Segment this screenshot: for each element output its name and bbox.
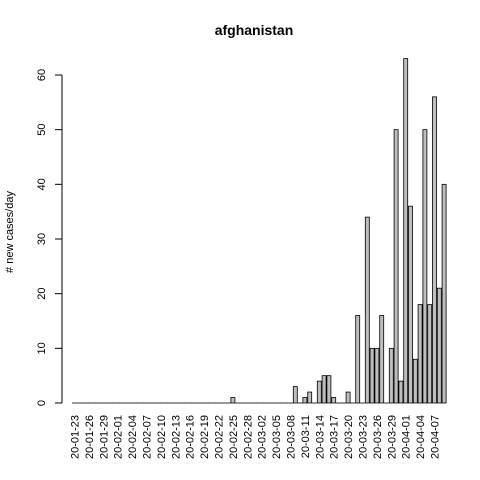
bars [72, 58, 447, 404]
bar-20-03-17 [331, 397, 337, 404]
x-tick-label: 20-02-25 [228, 415, 240, 459]
bar-20-03-22 [355, 315, 361, 404]
y-tick-label: 20 [36, 288, 48, 300]
x-tick-label: 20-01-26 [84, 415, 96, 459]
x-tick-label: 20-03-05 [271, 415, 283, 459]
bar-20-03-12 [307, 391, 313, 404]
bar-20-04-06 [427, 304, 433, 404]
x-tick-label: 20-02-16 [185, 415, 197, 459]
y-tick-label: 40 [36, 178, 48, 190]
y-tick-label: 0 [36, 400, 48, 406]
x-tick-label: 20-04-07 [430, 415, 442, 459]
x-tick-label: 20-02-28 [242, 415, 254, 459]
bar-20-04-01 [403, 58, 409, 404]
x-tick-label: 20-02-13 [170, 415, 182, 459]
x-tick-label: 20-02-07 [142, 415, 154, 459]
x-tick-label: 20-03-29 [386, 415, 398, 459]
bar-20-03-27 [379, 315, 385, 404]
x-tick-label: 20-02-10 [156, 415, 168, 459]
x-tick-label: 20-01-29 [98, 415, 110, 459]
x-tick-label: 20-03-20 [343, 415, 355, 459]
x-tick-label: 20-03-14 [314, 415, 326, 459]
x-tick-label: 20-04-04 [415, 415, 427, 459]
bar-20-03-09 [292, 386, 298, 404]
bar-20-04-05 [422, 129, 428, 404]
y-axis-label: # new cases/day [4, 191, 16, 273]
x-axis-tick-labels: 20-01-23 20-01-26 20-01-29 20-02-01 20-02-04… [70, 415, 442, 459]
x-tick-label: 20-03-11 [300, 415, 312, 458]
bar-20-03-26 [374, 347, 380, 404]
x-tick-label: 20-02-19 [199, 415, 211, 459]
bar-20-04-09 [441, 183, 447, 404]
x-tick-label: 20-02-01 [113, 415, 125, 459]
bar-20-04-08 [436, 287, 442, 404]
x-tick-label: 20-02-04 [127, 415, 139, 459]
y-tick-label: 50 [36, 124, 48, 136]
bar-20-03-20 [345, 391, 351, 404]
bar-20-02-25 [230, 397, 236, 404]
bar-20-03-29 [388, 347, 394, 404]
x-tick-label: 20-02-22 [214, 415, 226, 459]
x-tick-label: 20-03-23 [358, 415, 370, 459]
y-tick-label: 10 [36, 342, 48, 354]
bar-20-04-07 [432, 96, 437, 404]
bar-20-03-16 [326, 375, 332, 404]
x-tick-label: 20-01-23 [70, 415, 82, 459]
bar-20-03-31 [398, 380, 404, 404]
bar-20-03-14 [316, 380, 322, 404]
chart-title: afghanistan [215, 22, 294, 38]
bar-20-04-03 [412, 358, 418, 404]
bar-20-03-24 [364, 216, 370, 404]
x-tick-label: 20-03-08 [286, 415, 298, 459]
y-tick-label: 30 [36, 233, 48, 245]
bar-20-03-11 [302, 397, 308, 404]
bar-20-03-15 [321, 375, 327, 404]
bar-20-03-30 [393, 129, 399, 404]
x-tick-label: 20-03-26 [372, 415, 384, 459]
bar-20-03-25 [369, 347, 375, 404]
bar-20-04-02 [408, 205, 413, 404]
x-tick-label: 20-03-17 [329, 415, 341, 459]
y-tick-label: 60 [36, 69, 48, 81]
y-axis: 0 10 20 30 40 50 60 [36, 69, 63, 406]
x-tick-label: 20-03-02 [257, 415, 269, 459]
bar-20-04-04 [417, 304, 423, 404]
x-tick-label: 20-04-01 [401, 415, 413, 459]
